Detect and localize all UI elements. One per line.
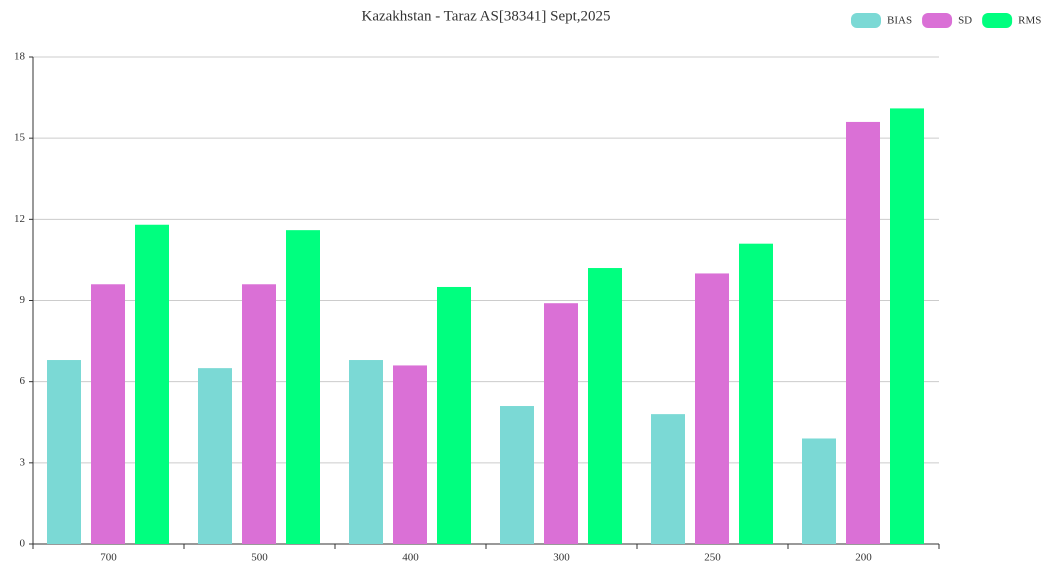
legend-label: SD xyxy=(958,15,972,27)
x-tick-label: 250 xyxy=(704,552,721,564)
y-tick-label: 6 xyxy=(20,375,26,387)
bar xyxy=(802,438,836,544)
x-tick-label: 300 xyxy=(553,552,570,564)
bar xyxy=(286,230,320,544)
bar xyxy=(242,284,276,544)
bar xyxy=(349,360,383,544)
legend-label: RMS xyxy=(1018,15,1041,27)
y-tick-label: 18 xyxy=(14,51,26,63)
x-tick-label: 700 xyxy=(100,552,117,564)
bar xyxy=(393,365,427,544)
y-tick-label: 0 xyxy=(20,538,26,550)
legend-label: BIAS xyxy=(887,15,912,27)
y-tick-label: 15 xyxy=(14,132,26,144)
x-tick-label: 200 xyxy=(855,552,872,564)
y-tick-label: 12 xyxy=(14,213,25,225)
y-tick-label: 9 xyxy=(20,294,26,306)
bar xyxy=(500,406,534,544)
legend-swatch xyxy=(851,13,881,28)
x-tick-label: 500 xyxy=(251,552,268,564)
bar xyxy=(739,243,773,544)
bar xyxy=(695,273,729,544)
y-tick-label: 3 xyxy=(20,456,26,468)
bar xyxy=(437,286,471,544)
bar xyxy=(846,121,880,544)
bar xyxy=(588,268,622,544)
bar xyxy=(544,303,578,544)
bar xyxy=(890,108,924,545)
bar xyxy=(135,224,169,544)
x-tick-label: 400 xyxy=(402,552,419,564)
bar xyxy=(198,368,232,544)
bar xyxy=(651,414,685,544)
bar xyxy=(91,284,125,544)
legend-swatch xyxy=(982,13,1013,28)
chart-title: Kazakhstan - Taraz AS[38341] Sept,2025 xyxy=(361,8,610,24)
bar xyxy=(47,360,81,544)
legend-swatch xyxy=(922,13,953,28)
